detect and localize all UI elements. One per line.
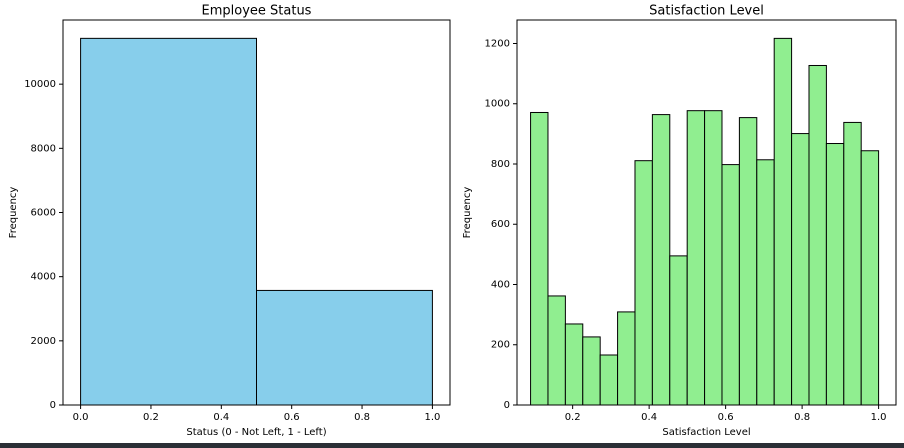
x-tick-label: 0.4 — [213, 412, 229, 423]
y-tick-label: 0 — [50, 400, 56, 411]
bar — [617, 311, 636, 406]
x-tick-label: 1.0 — [424, 412, 440, 423]
x-axis-label: Status (0 - Not Left, 1 - Left) — [186, 427, 326, 438]
x-tick-label: 0.6 — [284, 412, 300, 423]
x-tick-label: 0.4 — [641, 412, 657, 423]
bar — [704, 110, 723, 406]
x-axis-label: Satisfaction Level — [662, 427, 750, 438]
x-tick-label: 0.6 — [718, 412, 734, 423]
bar — [721, 164, 740, 406]
y-tick-label: 600 — [491, 219, 510, 230]
bar — [686, 110, 706, 406]
bar — [825, 143, 845, 406]
y-tick-label: 8000 — [31, 143, 56, 154]
axes-frame — [516, 19, 897, 406]
bar — [80, 37, 257, 406]
bottom-strip — [0, 443, 904, 448]
x-tick-label: 0.2 — [143, 412, 159, 423]
bar — [808, 64, 827, 406]
y-tick-label: 0 — [504, 400, 510, 411]
chart-title: Satisfaction Level — [649, 4, 764, 19]
x-tick-label: 0.0 — [73, 412, 89, 423]
bar — [564, 323, 584, 406]
x-tick-label: 0.8 — [794, 412, 810, 423]
bar — [669, 255, 688, 406]
y-axis-label: Frequency — [8, 187, 19, 239]
bar — [530, 111, 549, 406]
y-tick-label: 800 — [491, 159, 510, 170]
x-tick-label: 0.2 — [565, 412, 581, 423]
chart-title: Employee Status — [202, 4, 312, 19]
bar — [599, 354, 619, 406]
bar — [582, 336, 601, 406]
y-tick-label: 200 — [491, 340, 510, 351]
bar — [547, 295, 566, 406]
bar — [651, 114, 671, 406]
x-tick-label: 1.0 — [871, 412, 887, 423]
bar — [773, 37, 793, 406]
bar — [860, 150, 880, 406]
bar — [756, 159, 775, 406]
y-tick-label: 400 — [491, 279, 510, 290]
y-tick-label: 4000 — [31, 272, 56, 283]
bar — [843, 121, 862, 406]
y-tick-label: 1000 — [485, 99, 510, 110]
y-tick-label: 2000 — [31, 336, 56, 347]
y-tick-label: 6000 — [31, 208, 56, 219]
bar — [791, 133, 810, 406]
y-axis-label: Frequency — [462, 187, 473, 239]
x-tick-label: 0.8 — [354, 412, 370, 423]
bar — [738, 117, 758, 406]
bar — [634, 160, 653, 406]
y-tick-label: 1200 — [485, 38, 510, 49]
y-tick-label: 10000 — [24, 79, 56, 90]
bar — [256, 289, 433, 406]
